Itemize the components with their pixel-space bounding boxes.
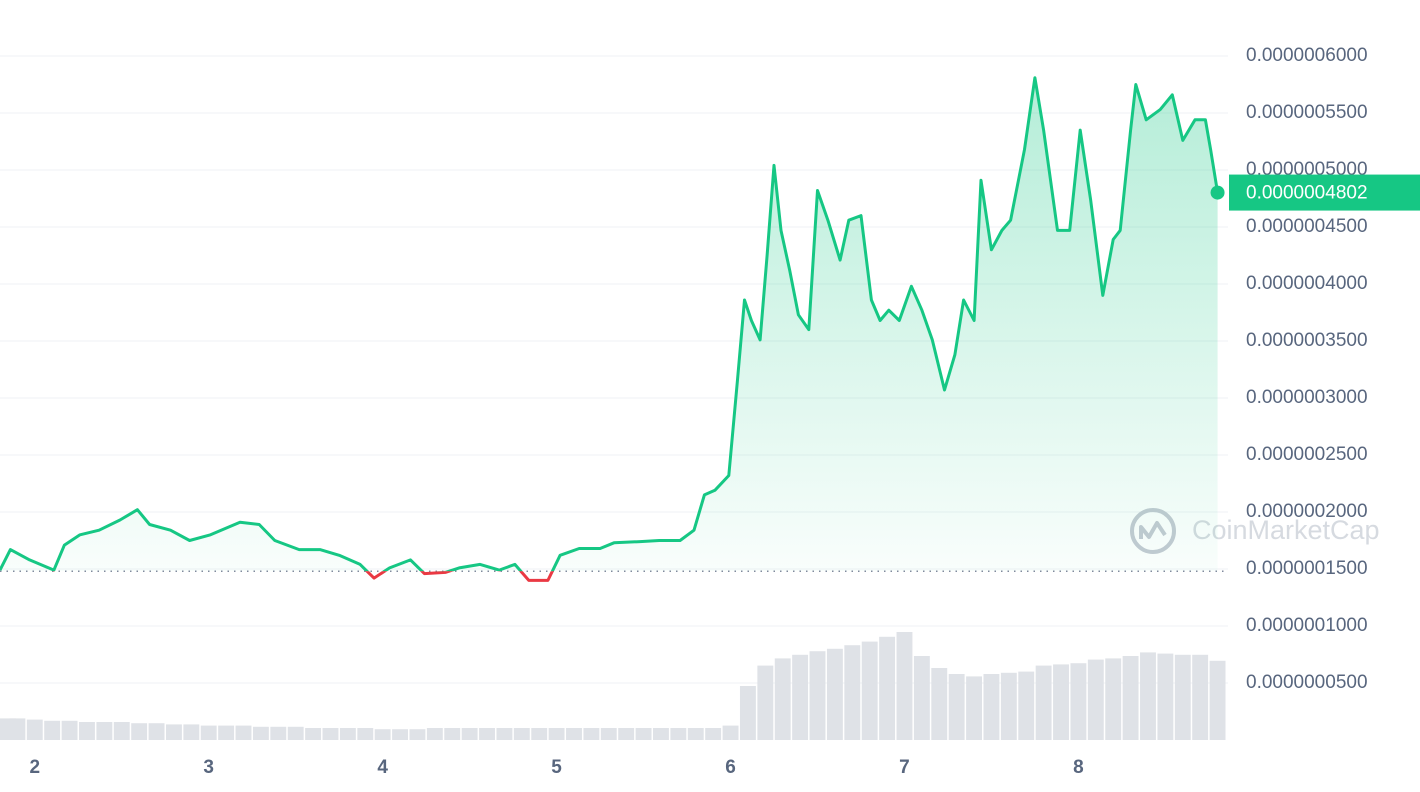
volume-bar bbox=[739, 686, 756, 740]
y-tick-label: 0.0000002500 bbox=[1246, 444, 1368, 465]
volume-bar bbox=[548, 728, 565, 740]
volume-bar bbox=[687, 728, 704, 740]
x-tick-label: 2 bbox=[29, 757, 40, 778]
volume-bar bbox=[583, 728, 600, 740]
price-area bbox=[0, 77, 1218, 572]
volume-bar bbox=[131, 723, 148, 740]
volume-bar bbox=[305, 728, 322, 740]
volume-bar bbox=[618, 728, 635, 740]
x-tick-label: 4 bbox=[377, 757, 388, 778]
volume-bar bbox=[844, 645, 861, 740]
volume-bar bbox=[1053, 664, 1069, 740]
y-tick-label: 0.0000003000 bbox=[1246, 387, 1368, 408]
volume-bar bbox=[948, 674, 965, 740]
volume-bar bbox=[113, 722, 130, 740]
x-tick-label: 7 bbox=[899, 757, 910, 778]
volume-bar bbox=[1209, 660, 1226, 740]
y-tick-label: 0.0000002000 bbox=[1246, 501, 1368, 522]
volume-bar bbox=[218, 725, 235, 740]
y-tick-label: 0.0000004000 bbox=[1246, 273, 1368, 294]
y-tick-label: 0.0000003500 bbox=[1246, 330, 1368, 351]
volume-bar bbox=[1000, 672, 1017, 740]
y-tick-label: 0.0000005500 bbox=[1246, 102, 1368, 123]
watermark: CoinMarketCap bbox=[1192, 515, 1380, 545]
volume-bar bbox=[165, 724, 182, 740]
volume-bar bbox=[1070, 663, 1087, 740]
volume-bar bbox=[357, 728, 374, 740]
x-tick-label: 8 bbox=[1073, 757, 1084, 778]
volume-bar bbox=[792, 654, 809, 740]
volume-bar bbox=[26, 719, 43, 740]
volume-bar bbox=[600, 728, 617, 740]
volume-bar bbox=[479, 728, 495, 740]
volume-bar bbox=[339, 728, 356, 740]
volume-bar bbox=[913, 656, 930, 740]
volume-bar bbox=[879, 636, 896, 740]
volume-bar bbox=[444, 728, 461, 740]
volume-bar bbox=[252, 726, 269, 740]
volume-bar bbox=[566, 728, 582, 740]
volume-bar bbox=[322, 728, 339, 740]
volume-bar bbox=[653, 728, 669, 740]
price-line bbox=[0, 76, 1220, 572]
volume-bar bbox=[861, 641, 878, 740]
volume-bar bbox=[1122, 656, 1139, 740]
y-tick-label: 0.0000000500 bbox=[1246, 672, 1368, 693]
volume-bar bbox=[1157, 653, 1174, 740]
volume-bar bbox=[757, 665, 774, 740]
volume-bar bbox=[61, 720, 78, 740]
volume-bar bbox=[809, 651, 826, 740]
volume-bar bbox=[270, 726, 287, 740]
volume-bar bbox=[287, 726, 304, 740]
y-tick-label: 0.0000001500 bbox=[1246, 558, 1368, 579]
last-price-label: 0.0000004802 bbox=[1246, 183, 1368, 204]
x-tick-label: 5 bbox=[551, 757, 562, 778]
volume-bar bbox=[44, 720, 61, 740]
volume-bar bbox=[635, 728, 652, 740]
volume-bar bbox=[774, 658, 791, 740]
x-tick-label: 3 bbox=[203, 757, 214, 778]
volume-bar bbox=[826, 648, 843, 740]
volume-bar bbox=[426, 728, 443, 740]
volume-bar bbox=[722, 725, 739, 740]
volume-bar bbox=[983, 674, 1000, 740]
volume-bar bbox=[531, 728, 548, 740]
volume-bar bbox=[148, 723, 165, 740]
volume-bar bbox=[1018, 671, 1035, 740]
volume-bar bbox=[9, 718, 26, 740]
volume-bar bbox=[183, 724, 200, 740]
x-tick-label: 6 bbox=[725, 757, 736, 778]
y-tick-label: 0.0000004500 bbox=[1246, 216, 1368, 237]
last-price-tag bbox=[1229, 174, 1420, 211]
volume-bar bbox=[1035, 665, 1052, 740]
volume-bar bbox=[1192, 654, 1209, 740]
volume-bar bbox=[79, 722, 95, 740]
volume-bar bbox=[200, 725, 217, 740]
volume-bar bbox=[1140, 652, 1156, 740]
volume-bar bbox=[1105, 658, 1122, 740]
volume-bar bbox=[496, 728, 513, 740]
volume-bar bbox=[392, 729, 409, 740]
volume-bar bbox=[1174, 654, 1191, 740]
y-tick-label: 0.0000006000 bbox=[1246, 45, 1368, 66]
volume-bar bbox=[461, 728, 478, 740]
volume-bar bbox=[96, 722, 113, 740]
volume-bar bbox=[966, 676, 982, 740]
volume-bar bbox=[374, 729, 391, 740]
volume-bar bbox=[931, 668, 948, 740]
volume-bar bbox=[670, 728, 687, 740]
y-tick-label: 0.0000001000 bbox=[1246, 615, 1368, 636]
last-point bbox=[1210, 185, 1225, 200]
volume-bar bbox=[896, 632, 913, 740]
volume-bar bbox=[1087, 659, 1104, 740]
volume-bar bbox=[513, 728, 530, 740]
volume-bar bbox=[705, 728, 722, 740]
volume-bar bbox=[235, 725, 252, 740]
volume-bar bbox=[409, 729, 426, 740]
